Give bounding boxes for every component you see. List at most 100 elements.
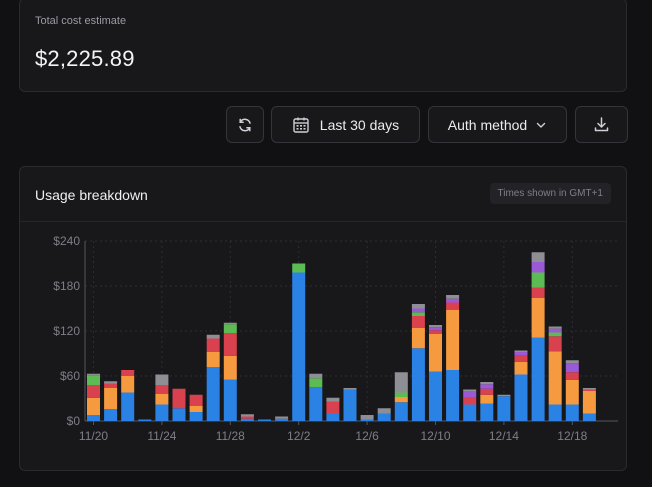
bar-segment-blue [326,413,340,421]
bar-segment-blue [87,415,100,421]
bar-segment-gray [582,388,596,390]
bar-segment-orange [189,406,203,412]
bar-segment-blue [309,387,323,421]
bar-segment-blue [394,402,408,421]
bar-segment-gray [480,382,494,385]
bar-segment-purple [531,262,545,273]
bar-segment-blue [548,404,562,421]
bar-segment-gray [565,360,579,364]
bar-segment-purple [411,308,425,313]
bar-segment-blue [138,419,152,421]
bar-segment-red [582,389,596,391]
bar-segment-blue [480,403,494,421]
bar-segment-blue [514,374,528,421]
bar-segment-orange [531,298,545,338]
bar-segment-orange [480,394,494,404]
bar-segment-gray [446,295,460,299]
auth-method-dropdown[interactable]: Auth method [428,106,567,143]
bar-segment-orange [223,355,237,380]
bar-segment-blue [446,370,460,421]
bar-segment-green [411,312,425,316]
bar-segment-blue [189,412,203,421]
x-tick-label: 12/2 [287,429,311,443]
bar-segment-red [240,416,254,419]
bar-segment-orange [121,376,135,393]
bar-segment-green [531,272,545,288]
bar-segment-blue [531,337,545,421]
bar-segment-blue [121,392,135,421]
total-cost-label: Total cost estimate [35,15,127,27]
bar-segment-blue [206,367,220,421]
refresh-button[interactable] [226,106,264,143]
bar-segment-gray [548,326,562,329]
bar-segment-blue [360,419,374,421]
bar-segment-purple [446,298,460,303]
bar-segment-gray [497,394,511,397]
bar-segment-purple [429,327,442,331]
bar-segment-blue [275,418,289,421]
total-cost-card: Total cost estimate $2,225.89 [19,0,627,92]
bar-segment-red [223,333,237,356]
x-tick-label: 11/28 [216,429,245,443]
bar-segment-orange [582,391,596,414]
bar-segment-blue [172,408,186,421]
date-range-button[interactable]: Last 30 days [271,106,420,143]
bar-segment-green [87,375,100,385]
bar-segment-blue [104,409,118,421]
usage-header: Usage breakdown Times shown in GMT+1 [20,167,626,222]
bar-segment-purple [480,384,494,389]
bar-segment-blue [582,413,596,421]
bar-segment-blue [343,389,357,421]
bar-segment-purple [565,363,579,373]
bar-segment-orange [411,328,425,349]
x-tick-label: 12/18 [557,429,587,443]
bar-segment-orange [206,352,220,367]
x-tick-label: 11/20 [79,429,108,443]
bar-segment-gray [394,372,408,393]
bar-segment-purple [548,328,562,333]
bar-segment-gray [531,252,545,262]
bar-segment-red [189,394,203,406]
bar-segment-blue [155,404,169,421]
x-tick-label: 11/24 [147,429,176,443]
bar-segment-blue [240,418,254,421]
date-range-label: Last 30 days [319,116,400,133]
bar-segment-gray [309,373,323,379]
bar-segment-blue [223,379,237,421]
bar-segment-gray [87,373,100,376]
bar-segment-blue [497,396,511,421]
bar-segment-red [121,370,135,376]
bar-segment-orange [155,394,169,405]
y-tick-label: $240 [53,234,80,248]
bar-segment-red [514,355,528,362]
bar-segment-blue [565,404,579,421]
bar-segment-red [429,330,442,334]
y-tick-label: $60 [60,369,80,383]
bar-segment-gray [223,322,237,325]
bar-segment-red [531,287,545,298]
bar-segment-blue [292,272,306,421]
refresh-icon [239,118,251,131]
y-tick-label: $0 [67,414,81,428]
bar-segment-orange [548,351,562,405]
bar-segment-blue [411,348,425,421]
bar-segment-red [155,385,169,394]
bar-segment-orange [87,397,100,415]
bar-segment-gray [275,416,289,419]
bar-segment-gray [514,350,528,352]
y-tick-label: $180 [53,279,80,293]
timezone-badge: Times shown in GMT+1 [489,183,611,204]
bar-segment-red [206,338,220,352]
x-tick-label: 12/6 [355,429,379,443]
bar-segment-red [172,388,186,409]
bar-segment-orange [394,397,408,403]
usage-breakdown-card: Usage breakdown Times shown in GMT+1 $0 $… [19,166,627,471]
bar-segment-green [223,324,237,334]
bar-segment-blue [258,419,271,421]
bar-segment-red [87,385,100,398]
bar-segment-orange [514,361,528,375]
bar-segment-orange [104,388,118,409]
download-button[interactable] [575,106,628,143]
bar-segment-red [565,372,579,380]
bar-segment-green [292,263,306,273]
